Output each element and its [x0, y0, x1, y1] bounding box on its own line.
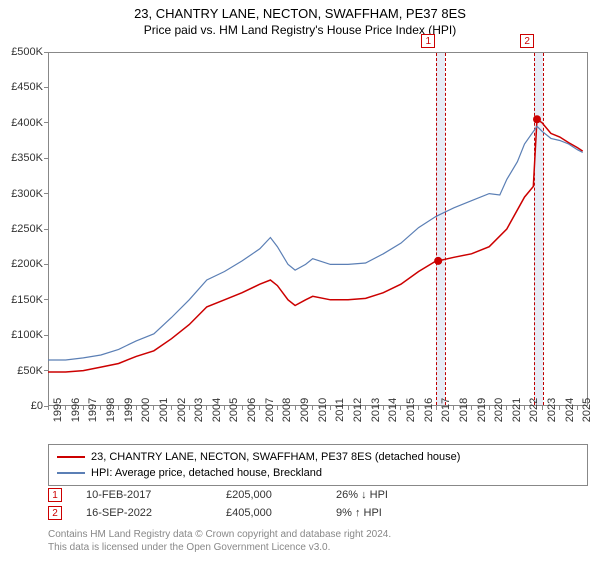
x-tick-label: 2023	[546, 398, 558, 422]
y-tick-label: £350K	[11, 152, 43, 164]
x-tick-label: 2015	[405, 398, 417, 422]
line-chart-svg	[48, 52, 588, 406]
sale-price: £405,000	[226, 507, 336, 519]
legend: 23, CHANTRY LANE, NECTON, SWAFFHAM, PE37…	[48, 444, 588, 486]
sales-table: 1 10-FEB-2017£205,00026% ↓ HPI 2 16-SEP-202…	[48, 486, 588, 522]
x-tick-label: 2025	[581, 398, 593, 422]
legend-item: 23, CHANTRY LANE, NECTON, SWAFFHAM, PE37…	[57, 449, 579, 465]
x-tick-label: 2002	[176, 398, 188, 422]
sale-row: 2 16-SEP-2022£405,0009% ↑ HPI	[48, 504, 588, 522]
footer-line2: This data is licensed under the Open Gov…	[48, 541, 391, 554]
sale-date: 10-FEB-2017	[86, 489, 226, 501]
sale-price: £205,000	[226, 489, 336, 501]
x-tick-label: 2003	[193, 398, 205, 422]
x-tick-label: 2016	[423, 398, 435, 422]
y-tick-label: £300K	[11, 188, 43, 200]
x-tick-label: 2017	[440, 398, 452, 422]
x-tick-label: 2014	[387, 398, 399, 422]
legend-item: HPI: Average price, detached house, Brec…	[57, 465, 579, 481]
sale-date: 16-SEP-2022	[86, 507, 226, 519]
y-tick-label: £400K	[11, 117, 43, 129]
y-tick-label: £100K	[11, 329, 43, 341]
x-tick-label: 1995	[52, 398, 64, 422]
x-tick-label: 2007	[264, 398, 276, 422]
x-tick-label: 2019	[476, 398, 488, 422]
y-tick-label: £0	[31, 400, 43, 412]
x-tick-label: 2020	[493, 398, 505, 422]
x-tick-label: 2005	[228, 398, 240, 422]
footer-attribution: Contains HM Land Registry data © Crown c…	[48, 528, 391, 554]
sale-marker-1: 1	[421, 34, 435, 48]
y-tick-label: £200K	[11, 258, 43, 270]
x-tick-label: 2000	[140, 398, 152, 422]
legend-swatch	[57, 472, 85, 474]
x-tick-label: 2011	[334, 398, 346, 422]
sale-hpi-diff: 26% ↓ HPI	[336, 489, 456, 501]
y-tick-label: £50K	[17, 365, 43, 377]
y-tick-label: £500K	[11, 46, 43, 58]
y-tick-label: £250K	[11, 223, 43, 235]
plot-area: £0£50K£100K£150K£200K£250K£300K£350K£400…	[48, 52, 588, 406]
x-tick-label: 2009	[299, 398, 311, 422]
x-tick-label: 2021	[511, 398, 523, 422]
legend-label: HPI: Average price, detached house, Brec…	[91, 467, 322, 479]
y-tick-label: £450K	[11, 81, 43, 93]
x-tick-label: 1999	[123, 398, 135, 422]
x-tick-label: 2012	[352, 398, 364, 422]
x-tick-label: 1997	[87, 398, 99, 422]
sale-row-marker: 2	[48, 506, 62, 520]
chart-subtitle: Price paid vs. HM Land Registry's House …	[0, 23, 600, 37]
x-tick-label: 2022	[528, 398, 540, 422]
series-property_price	[48, 119, 583, 372]
x-tick-label: 2010	[317, 398, 329, 422]
x-tick-label: 2001	[158, 398, 170, 422]
x-tick-label: 1996	[70, 398, 82, 422]
x-tick-label: 2004	[211, 398, 223, 422]
x-tick-label: 2013	[370, 398, 382, 422]
x-tick-label: 2024	[564, 398, 576, 422]
sale-hpi-diff: 9% ↑ HPI	[336, 507, 456, 519]
x-tick-label: 1998	[105, 398, 117, 422]
chart-container: 23, CHANTRY LANE, NECTON, SWAFFHAM, PE37…	[0, 6, 600, 566]
sale-marker-2: 2	[520, 34, 534, 48]
chart-title: 23, CHANTRY LANE, NECTON, SWAFFHAM, PE37…	[0, 6, 600, 21]
legend-swatch	[57, 456, 85, 458]
x-tick-label: 2018	[458, 398, 470, 422]
x-tick-label: 2008	[281, 398, 293, 422]
series-hpi	[48, 126, 583, 360]
sale-point	[434, 257, 442, 265]
sale-row: 1 10-FEB-2017£205,00026% ↓ HPI	[48, 486, 588, 504]
legend-label: 23, CHANTRY LANE, NECTON, SWAFFHAM, PE37…	[91, 451, 460, 463]
sale-row-marker: 1	[48, 488, 62, 502]
x-tick-label: 2006	[246, 398, 258, 422]
sale-point	[533, 115, 541, 123]
footer-line1: Contains HM Land Registry data © Crown c…	[48, 528, 391, 541]
y-tick-label: £150K	[11, 294, 43, 306]
